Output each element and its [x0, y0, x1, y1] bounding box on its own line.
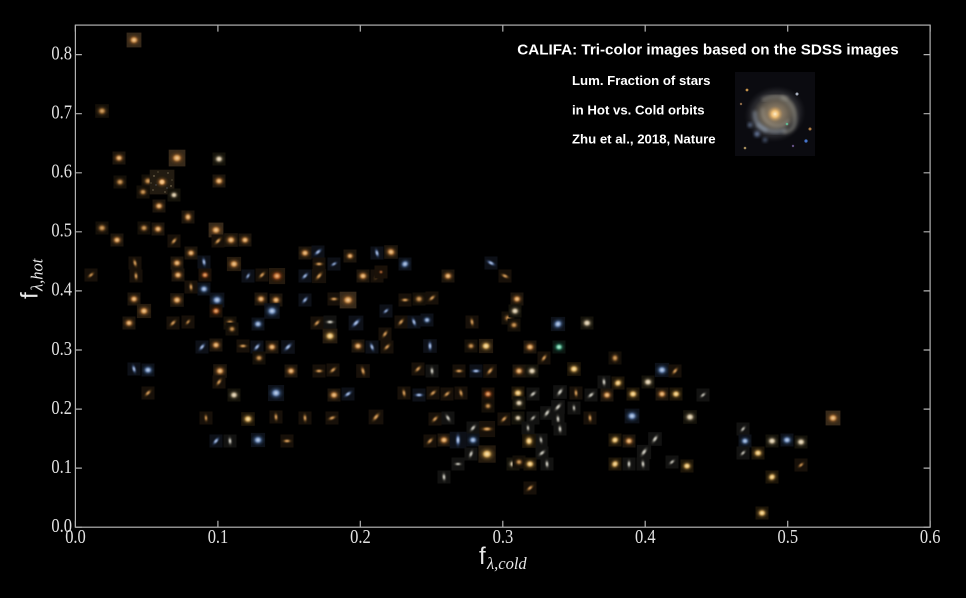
svg-text:0.6: 0.6: [51, 161, 72, 183]
svg-text:0.8: 0.8: [51, 42, 72, 64]
svg-text:in Hot vs. Cold orbits: in Hot vs. Cold orbits: [572, 102, 705, 117]
svg-text:0.0: 0.0: [51, 515, 72, 537]
svg-text:λ,cold: λ,cold: [486, 554, 527, 573]
svg-text:0.0: 0.0: [65, 526, 86, 548]
svg-text:0.2: 0.2: [350, 526, 371, 548]
svg-text:0.5: 0.5: [778, 526, 799, 548]
svg-text:0.6: 0.6: [920, 526, 941, 548]
svg-text:0.3: 0.3: [51, 338, 72, 360]
svg-text:CALIFA: Tri-color images based: CALIFA: Tri-color images based on the SD…: [517, 42, 898, 59]
svg-text:0.2: 0.2: [51, 397, 72, 419]
svg-text:0.1: 0.1: [208, 526, 229, 548]
svg-text:f: f: [479, 543, 486, 570]
svg-text:Lum. Fraction of stars: Lum. Fraction of stars: [572, 73, 711, 88]
svg-text:0.5: 0.5: [51, 220, 72, 242]
svg-text:f: f: [17, 292, 44, 299]
svg-text:0.1: 0.1: [51, 456, 72, 478]
svg-text:0.4: 0.4: [51, 279, 72, 301]
svg-text:0.4: 0.4: [635, 526, 656, 548]
svg-text:Zhu et al., 2018, Nature: Zhu et al., 2018, Nature: [572, 132, 716, 147]
svg-text:0.3: 0.3: [493, 526, 514, 548]
svg-text:0.7: 0.7: [51, 102, 72, 124]
svg-text:λ,hot: λ,hot: [28, 258, 47, 292]
